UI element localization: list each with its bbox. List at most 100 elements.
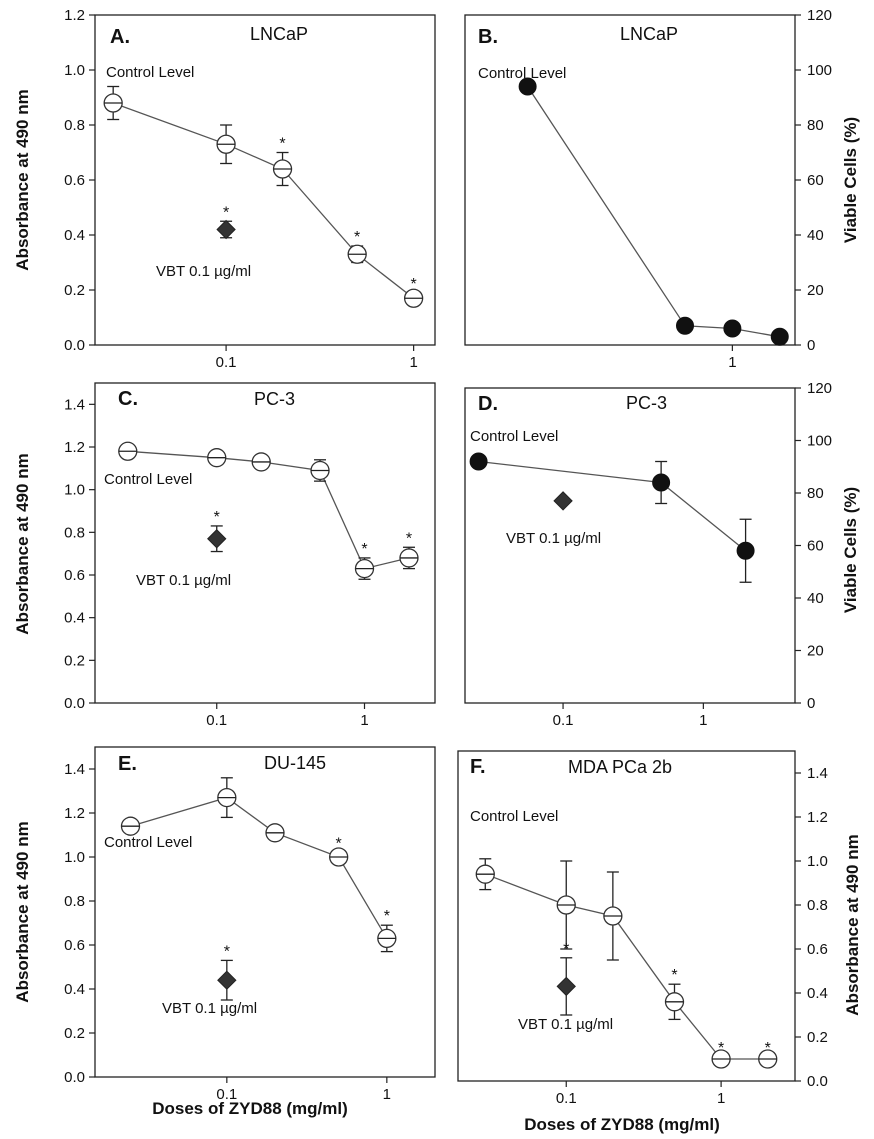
- panel-e-ytick-label: 0.0: [64, 1069, 85, 1086]
- panel-f-significance-star: *: [671, 967, 677, 984]
- panel-c-ytick-label: 0.6: [64, 567, 85, 584]
- panel-d-vbt-point: [553, 491, 573, 511]
- panel-e-ytick-label: 1.2: [64, 805, 85, 822]
- panel-a-significance-star: *: [354, 229, 360, 246]
- panel-a-label: A.: [110, 26, 130, 48]
- panel-d-ytick-label: 60: [807, 538, 824, 555]
- panel-b-data-point: [518, 77, 537, 96]
- panel-a-title: LNCaP: [250, 24, 308, 44]
- panel-b-data-point: [723, 319, 742, 338]
- panel-e-significance-star: *: [384, 908, 390, 925]
- panel-d-xtick-label: 0.1: [553, 712, 574, 729]
- panel-e-vbt-note: VBT 0.1 µg/ml: [162, 1000, 257, 1017]
- panel-e-xtick-label: 0.1: [216, 1086, 237, 1103]
- panel-d-data-point: [652, 473, 671, 492]
- panel-f-ytick-label: 0.2: [807, 1029, 828, 1046]
- panel-c-ytick-label: 1.4: [64, 396, 85, 413]
- panel-f-ytick-label: 0.8: [807, 897, 828, 914]
- panel-a-xtick-label: 0.1: [216, 354, 237, 371]
- panel-b-ytick-label: 20: [807, 282, 824, 299]
- panel-f-ytick-label: 0.6: [807, 941, 828, 958]
- panel-f-significance-star: *: [563, 941, 569, 958]
- panel-a-significance-star: *: [223, 204, 229, 221]
- panel-c-frame: [94, 382, 436, 704]
- panel-e-ytick-label: 0.2: [64, 1025, 85, 1042]
- panel-d-data-point: [736, 541, 755, 560]
- panel-b-ytick-label: 0: [807, 337, 815, 354]
- panel-d-ytick-label: 100: [807, 433, 832, 450]
- panel-e-ytick-label: 1.0: [64, 849, 85, 866]
- y-axis-label-bottom-right: Absorbance at 490 nm: [843, 834, 862, 1015]
- panel-b-title: LNCaP: [620, 24, 678, 44]
- panel-f-label: F.: [470, 756, 486, 778]
- panel-c-significance-star: *: [406, 530, 412, 547]
- panel-a-vbt-note: VBT 0.1 µg/ml: [156, 263, 251, 280]
- panel-a-ytick-label: 0.8: [64, 117, 85, 134]
- panel-a-ytick-label: 0.0: [64, 337, 85, 354]
- panel-f-vbt-note: VBT 0.1 µg/ml: [518, 1016, 613, 1033]
- panel-a-significance-star: *: [411, 276, 417, 293]
- panel-d-vbt-note: VBT 0.1 µg/ml: [506, 530, 601, 547]
- panel-c-significance-star: *: [214, 509, 220, 526]
- panel-b-series-line: [527, 86, 780, 338]
- panel-d-title: PC-3: [626, 393, 667, 413]
- y-axis-label-middle-right: Viable Cells (%): [841, 487, 860, 613]
- y-axis-label-top-left: Absorbance at 490 nm: [13, 89, 32, 270]
- panel-b-ytick-label: 40: [807, 227, 824, 244]
- panel-b-label: B.: [478, 26, 498, 48]
- panel-f-frame: [457, 750, 796, 1082]
- panel-e-significance-star: *: [224, 943, 230, 960]
- panel-e-ytick-label: 0.8: [64, 893, 85, 910]
- panel-f-vbt-point: [556, 976, 576, 997]
- panel-e-label: E.: [118, 753, 137, 775]
- panel-f-ytick-label: 0.0: [807, 1073, 828, 1090]
- panel-c-vbt-note: VBT 0.1 µg/ml: [136, 572, 231, 589]
- panel-f-title: MDA PCa 2b: [568, 757, 672, 777]
- panel-b-data-point: [770, 327, 789, 346]
- panel-a-ytick-label: 1.0: [64, 62, 85, 79]
- panel-a-significance-star: *: [279, 136, 285, 153]
- panel-e-xtick-label: 1: [383, 1086, 391, 1103]
- x-axis-label-right: Doses of ZYD88 (mg/ml): [524, 1115, 720, 1134]
- panel-e-ytick-label: 1.4: [64, 761, 85, 778]
- panel-d-ytick-label: 0: [807, 695, 815, 712]
- panel-c-ytick-label: 1.0: [64, 482, 85, 499]
- panel-d-ytick-label: 40: [807, 590, 824, 607]
- panel-c-ytick-label: 1.2: [64, 439, 85, 456]
- panel-a-xtick-label: 1: [409, 354, 417, 371]
- y-axis-label-bottom-left: Absorbance at 490 nm: [13, 821, 32, 1002]
- panel-f-control-level-note: Control Level: [470, 808, 558, 825]
- panel-f-significance-star: *: [765, 1040, 771, 1057]
- panel-f-ytick-label: 1.4: [807, 765, 828, 782]
- panel-e-ytick-label: 0.6: [64, 937, 85, 954]
- panel-a-ytick-label: 0.4: [64, 227, 85, 244]
- panel-e-title: DU-145: [264, 753, 326, 773]
- panel-d-xtick-label: 1: [699, 712, 707, 729]
- panel-b-control-level-note: Control Level: [478, 65, 566, 82]
- panel-c-control-level-note: Control Level: [104, 471, 192, 488]
- panel-d-ytick-label: 120: [807, 380, 832, 397]
- x-axis-label-left: Doses of ZYD88 (mg/ml): [152, 1099, 348, 1118]
- panel-b-ytick-label: 60: [807, 172, 824, 189]
- panel-f-xtick-label: 1: [717, 1090, 725, 1107]
- panel-f-ytick-label: 1.0: [807, 853, 828, 870]
- panel-c-ytick-label: 0.4: [64, 610, 85, 627]
- panel-b-ytick-label: 80: [807, 117, 824, 134]
- panel-d-ytick-label: 20: [807, 643, 824, 660]
- panel-a-ytick-label: 1.2: [64, 7, 85, 24]
- panel-e-ytick-label: 0.4: [64, 981, 85, 998]
- panel-b-ytick-label: 120: [807, 7, 832, 24]
- panel-a-ytick-label: 0.2: [64, 282, 85, 299]
- panel-c-title: PC-3: [254, 389, 295, 409]
- panel-c-ytick-label: 0.2: [64, 652, 85, 669]
- y-axis-label-middle-left: Absorbance at 490 nm: [13, 453, 32, 634]
- panel-f-xtick-label: 0.1: [556, 1090, 577, 1107]
- panel-b-xtick-label: 1: [728, 354, 736, 371]
- panel-d-control-level-note: Control Level: [470, 428, 558, 445]
- panel-c-xtick-label: 0.1: [206, 712, 227, 729]
- panel-e-significance-star: *: [336, 836, 342, 853]
- panel-c-ytick-label: 0.0: [64, 695, 85, 712]
- panel-c-label: C.: [118, 388, 138, 410]
- panel-d-data-point: [469, 452, 488, 471]
